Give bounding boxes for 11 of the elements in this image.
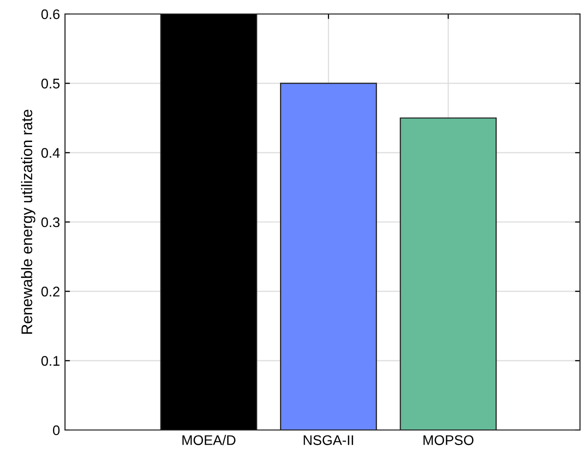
y-tick-label: 0.2 (41, 286, 60, 297)
x-tick-label: MOEA/D (182, 434, 236, 446)
x-tick-label: NSGA-II (304, 435, 354, 446)
y-tick-label: 0 (52, 425, 60, 436)
y-tick-label: 0.4 (41, 148, 60, 158)
y-axis-title: Renewable energy utilization rate (21, 110, 36, 334)
y-tick-label: 0.6 (41, 9, 60, 20)
x-tick-label: MOPSO (424, 435, 474, 446)
y-tick-label: 0.1 (41, 356, 60, 366)
y-tick-label: 0.5 (41, 78, 60, 89)
y-tick-label: 0.3 (41, 217, 60, 228)
